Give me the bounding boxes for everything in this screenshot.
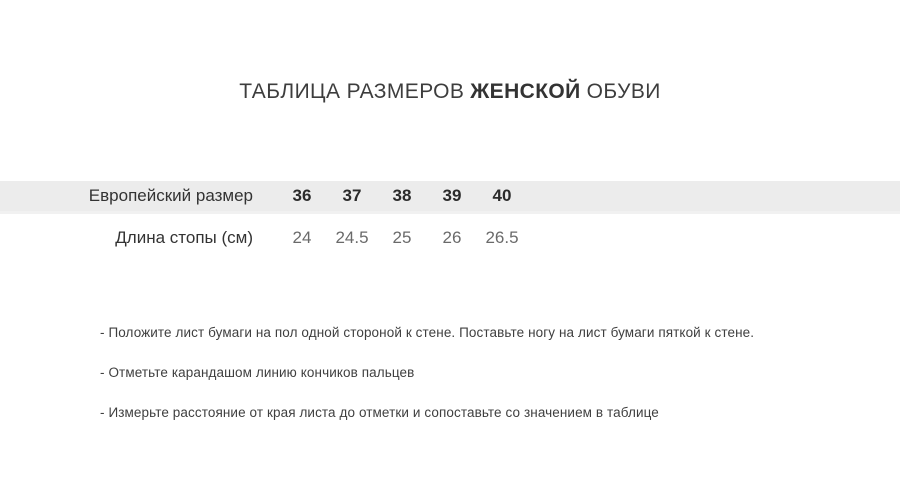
- length-cell: 25: [392, 228, 412, 247]
- row-label-foot-length: Длина стопы (см): [115, 228, 253, 247]
- length-cell: 24: [292, 228, 312, 247]
- size-cell: 37: [342, 186, 362, 205]
- size-cell: 39: [442, 186, 462, 205]
- size-row-foot-length: Длина стопы (см) 24 24.5 25 26 26.5: [0, 214, 900, 262]
- page-title-bold-word: ЖЕНСКОЙ: [470, 80, 581, 103]
- page-title-suffix: ОБУВИ: [586, 80, 661, 103]
- instructions-list: - Положите лист бумаги на пол одной стор…: [100, 325, 860, 445]
- size-cell: 40: [492, 186, 512, 205]
- page-title-prefix: ТАБЛИЦА РАЗМЕРОВ: [239, 80, 465, 103]
- page-title: ТАБЛИЦА РАЗМЕРОВ ЖЕНСКОЙ ОБУВИ: [0, 80, 900, 104]
- instruction-line-1: - Положите лист бумаги на пол одной стор…: [100, 325, 755, 340]
- length-cell: 24.5: [335, 228, 369, 247]
- european-size-values: 36 37 38 39 40: [277, 186, 527, 206]
- size-cell: 36: [292, 186, 312, 205]
- foot-length-values: 24 24.5 25 26 26.5: [277, 228, 527, 248]
- size-table: Европейский размер 36 37 38 39 40 Длина …: [0, 181, 900, 262]
- length-cell: 26.5: [485, 228, 519, 247]
- length-cell: 26: [442, 228, 462, 247]
- instruction-line-2: - Отметьте карандашом линию кончиков пал…: [100, 365, 415, 380]
- row-label-european-size: Европейский размер: [88, 186, 253, 205]
- size-cell: 38: [392, 186, 412, 205]
- size-row-european: Европейский размер 36 37 38 39 40: [0, 181, 900, 214]
- instruction-line-3: - Измерьте расстояние от края листа до о…: [100, 405, 659, 420]
